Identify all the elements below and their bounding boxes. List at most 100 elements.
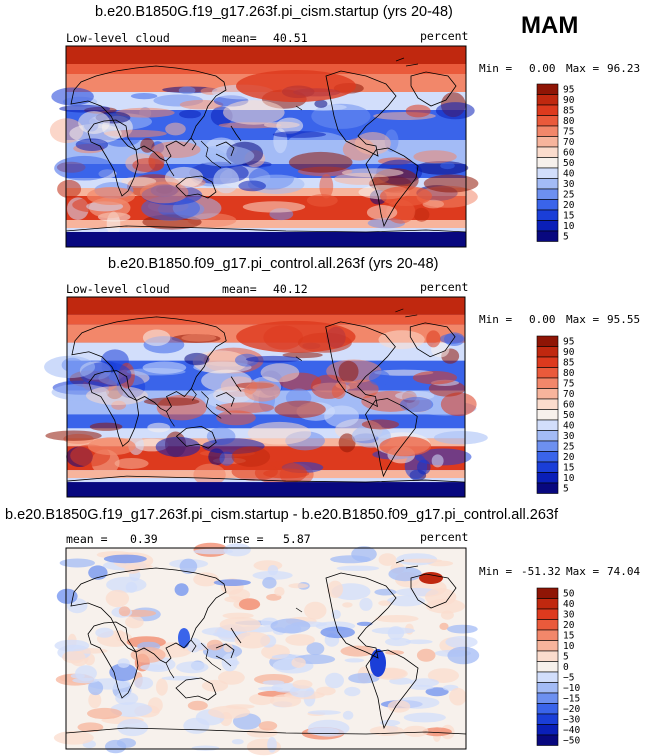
panel-1-map-cloud-patch — [213, 167, 240, 194]
panel-1-map-coastline — [295, 105, 303, 111]
panel-2-colorbar-tick-label: 90 — [563, 347, 575, 358]
panel-2-min-value: 0.00 — [529, 313, 556, 326]
panel-2-map-cloud-patch — [361, 419, 400, 430]
panel-2-map-se-atlantic-stratus — [87, 437, 136, 456]
panel-1-map-cloud-patch — [306, 194, 338, 207]
panel-2-title: b.e20.B1850.f09_g17.pi_control.all.263f … — [108, 256, 439, 272]
panel-1-units: percent — [420, 29, 469, 43]
panel-3-colorbar-swatch — [536, 661, 559, 673]
panel-2-mean-label: mean= — [222, 282, 257, 296]
panel-3-map-anomaly-patch — [206, 639, 224, 651]
panel-3-map-anomaly-patch — [378, 600, 391, 606]
panel-3-colorbar-swatch — [536, 734, 559, 746]
panel-1-colorbar-swatch — [536, 199, 559, 211]
panel-3-colorbar-tick-label: −5 — [563, 673, 574, 684]
panel-3-colorbar-tick-label: 5 — [563, 652, 569, 663]
panel-3-map-anomaly-patch — [288, 583, 309, 589]
panel-1-map-coastline — [190, 137, 197, 151]
panel-3-map-frame — [65, 547, 467, 750]
panel-1-colorbar-tick-label: 40 — [563, 169, 575, 180]
panel-2-map-frame — [66, 296, 466, 498]
panel-1-map-cloud-patch — [132, 158, 165, 173]
panel-3-colorbar-tick-label: 10 — [563, 641, 575, 652]
panel-2-map-cloud-patch — [439, 333, 464, 345]
panel-1-min-value: 0.00 — [529, 62, 556, 75]
panel-3-map-coastline — [215, 655, 232, 667]
panel-1-colorbar-tick-label: 5 — [563, 232, 569, 243]
panel-3-colorbar-tick-label: −50 — [563, 736, 580, 747]
panel-2-colorbar-swatch — [536, 367, 559, 379]
panel-1-colorbar-swatch — [536, 178, 559, 190]
panel-2-units: percent — [420, 280, 469, 294]
panel-3-map-anomaly-patch — [369, 725, 404, 736]
panel-3-map-anomaly-patch — [304, 601, 327, 620]
panel-1-map-cloud-patch — [192, 145, 255, 167]
panel-2-map-cloud-patch — [216, 410, 256, 426]
panel-1-map-coastline — [215, 153, 232, 165]
panel-2-map-coastline — [405, 314, 418, 318]
panel-1-map-cloud-patch — [115, 107, 175, 118]
panel-1-map-cloud-patch — [413, 207, 430, 222]
panel-2-map-cloud-patch — [155, 436, 201, 457]
panel-1-colorbar-tick-label: 20 — [563, 200, 575, 211]
panel-3-max-label: Max = — [566, 565, 600, 578]
panel-3-colorbar-tick-label: 30 — [563, 610, 575, 621]
panel-3-map-anomaly-patch — [109, 663, 137, 682]
panel-3-colorbar-swatch — [536, 713, 559, 725]
panel-3-map-anomaly-patch — [179, 558, 198, 574]
panel-3-map-anomaly-patch — [161, 675, 201, 681]
panel-2-map-cloud-patch — [426, 330, 441, 348]
panel-3-map-anomaly-patch — [75, 665, 97, 682]
panel-3-map-anomaly-patch — [387, 700, 411, 713]
panel-3-colorbar-swatch — [536, 598, 559, 610]
panel-1-variable: Low-level cloud — [66, 31, 170, 45]
panel-1-map-cloud-patch — [178, 86, 196, 95]
panel-3-map-anomaly-patch — [156, 678, 168, 696]
panel-1-map-cloud-patch — [78, 111, 110, 134]
panel-2-colorbar-swatch — [536, 356, 559, 368]
panel-1-map-cloud-patch — [165, 122, 186, 136]
panel-3-map-anomaly-patch — [223, 643, 233, 653]
panel-3-map-greenland-anomaly — [419, 572, 443, 584]
panel-3-map-anomaly-patch — [385, 637, 411, 647]
panel-3-map-anomaly-patch — [88, 692, 102, 709]
panel-1-map-cloud-patch — [242, 201, 306, 213]
panel-3-map-anomaly-patch — [320, 626, 355, 639]
panel-2-map-cloud-patch — [274, 400, 326, 419]
panel-3-map-anomaly-patch — [385, 650, 404, 655]
panel-3-colorbar-swatch — [536, 724, 559, 736]
panel-1-colorbar-swatch — [536, 220, 559, 232]
panel-2-colorbar-swatch — [536, 451, 559, 463]
panel-3-colorbar-swatch — [536, 671, 559, 683]
panel-2-map-cloud-patch — [412, 371, 458, 385]
panel-2-map-cloud-patch — [147, 422, 171, 433]
panel-1-map-cloud-patch — [413, 150, 457, 164]
panel-1-colorbar-swatch — [536, 125, 559, 137]
panel-2-map-cloud-patch — [219, 451, 235, 466]
panel-3-map-anomaly-patch — [88, 680, 104, 696]
panel-3-map-anomaly-patch — [208, 705, 251, 719]
season-label: MAM — [521, 12, 579, 39]
panel-1-map-cloud-patch — [272, 131, 326, 138]
panel-3-colorbar-swatch — [536, 650, 559, 662]
panel-2-colorbar-swatch — [536, 461, 559, 473]
panel-1-map-cloud-patch — [59, 104, 111, 113]
panel-3-map-anomaly-patch — [183, 717, 210, 734]
panel-3-colorbar-swatch — [536, 608, 559, 620]
panel-1-colorbar-swatch — [536, 94, 559, 106]
panel-2-map-coastline — [409, 322, 456, 358]
panel-3-map-anomaly-patch — [221, 653, 238, 672]
panel-2-map-cloud-patch — [143, 397, 200, 406]
panel-3-colorbar-swatch — [536, 619, 559, 631]
panel-3-map-anomaly-patch — [447, 624, 478, 634]
panel-3-map-anomaly-patch — [425, 687, 449, 697]
panel-2-map-cloud-patch — [234, 353, 259, 367]
panel-3-map-anomaly-patch — [77, 722, 104, 732]
panel-2-colorbar-tick-label: 15 — [563, 463, 574, 474]
panel-1-colorbar-tick-label: 90 — [563, 95, 575, 106]
panel-3-colorbar-swatch — [536, 640, 559, 652]
panel-2-map-coastline — [395, 308, 404, 313]
panel-3-map-anomaly-patch — [62, 650, 86, 664]
panel-1-colorbar-tick-label: 70 — [563, 137, 575, 148]
panel-3-map-coastline — [295, 607, 303, 613]
